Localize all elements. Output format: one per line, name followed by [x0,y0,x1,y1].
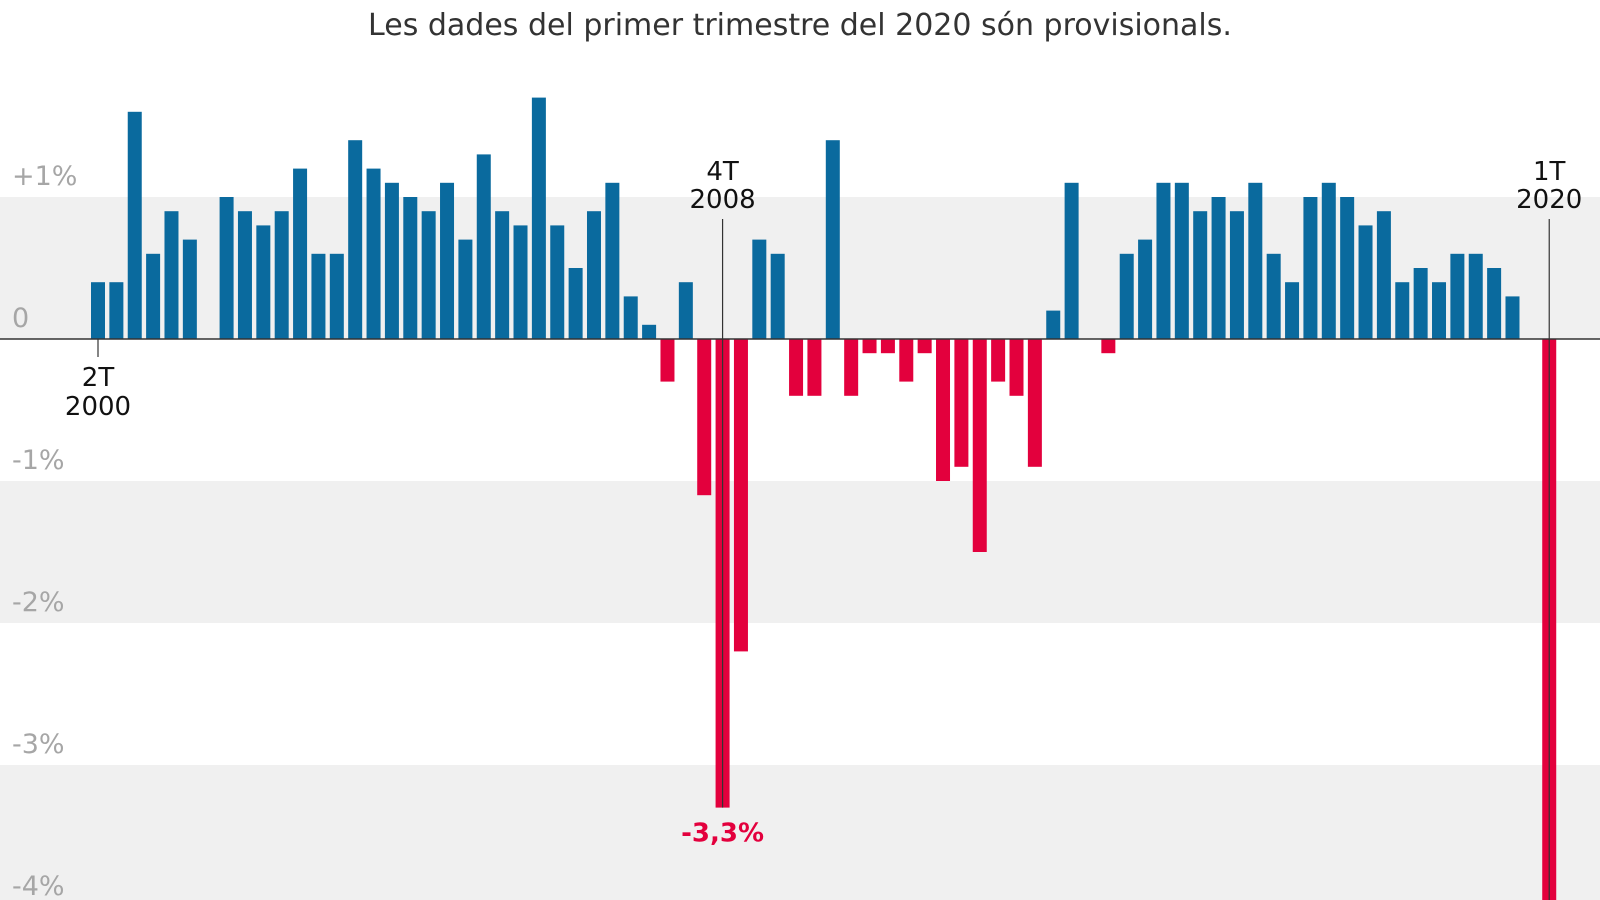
y-tick-label: -2% [12,587,65,618]
bar-3T-2003 [329,253,344,339]
bar-1T-2009 [733,339,748,652]
bar-4T-2007 [642,324,657,339]
bar-1T-2011 [880,339,895,354]
bar-4T-2017 [1376,211,1391,339]
bar-4T-2018 [1450,253,1465,339]
chart-subtitle: Les dades del primer trimestre del 2020 … [368,8,1232,43]
bar-3T-2012 [991,339,1006,382]
bar-2T-2017 [1340,197,1355,339]
bar-4T-2012 [1009,339,1024,396]
y-tick-label: 0 [12,303,29,334]
bar-2T-2008 [678,282,693,339]
bar-2T-2011 [899,339,914,382]
bar-2T-2004 [384,182,399,339]
y-tick-label: +1% [12,161,77,192]
bar-3T-2002 [256,225,271,339]
background-band-1 [0,481,1600,623]
bar-4T-2006 [568,268,583,339]
bar-3T-2014 [1138,239,1153,339]
bar-1T-2001 [146,253,161,339]
bar-3T-2013 [1064,182,1079,339]
bar-3T-2011 [917,339,932,354]
bar-1T-2002 [219,197,234,339]
bar-1T-2007 [586,211,601,339]
bar-1T-2008 [660,339,675,382]
bar-3T-2018 [1432,282,1447,339]
bar-3T-2015 [1211,197,1226,339]
bar-1T-2004 [366,168,381,339]
bar-3T-2000 [109,282,124,339]
bar-1T-2017 [1321,182,1336,339]
bar-1T-2019 [1468,253,1483,339]
bar-4T-2005 [495,211,510,339]
bar-1T-2013 [1027,339,1042,467]
bar-1T-2014 [1101,339,1116,354]
x-label-year: 2000 [65,392,131,422]
bar-2T-2015 [1193,211,1208,339]
bar-4T-2016 [1303,197,1318,339]
bar-3T-2006 [550,225,565,339]
background-band-2 [0,765,1600,900]
bar-2T-2002 [237,211,252,339]
bar-2T-2016 [1266,253,1281,339]
bar-2T-2000 [91,282,105,339]
bar-2T-2013 [1046,310,1061,339]
bar-3T-2008 [697,339,712,496]
bar-2T-2012 [972,339,987,552]
y-tick-label: -3% [12,729,65,760]
bar-3T-2007 [623,296,638,339]
bar-4T-2002 [274,211,289,339]
bar-1T-2016 [1248,182,1263,339]
bar-2T-2003 [311,253,326,339]
bar-1T-2005 [440,182,455,339]
bar-3T-2009 [770,253,785,339]
bar-2T-2007 [605,182,620,339]
bar-3T-2005 [476,154,491,339]
bar-1T-2012 [954,339,969,467]
bar-4T-2015 [1229,211,1244,339]
bar-2T-2001 [164,211,179,339]
bar-3T-2017 [1358,225,1373,339]
bar-2T-2019 [1487,268,1502,339]
x-label-year: 2008 [689,185,755,215]
bar-2T-2010 [825,140,840,339]
bar-4T-2010 [862,339,877,354]
x-label-period: 1T [1533,157,1566,187]
bar-2T-2014 [1119,253,1134,339]
x-label-period: 4T [706,157,739,187]
bar-3T-2019 [1505,296,1520,339]
bar-1T-2010 [807,339,822,396]
bar-4T-2004 [421,211,436,339]
bar-4T-2011 [936,339,951,481]
bar-2T-2009 [752,239,767,339]
bar-2T-2005 [458,239,473,339]
bar-3T-2004 [403,197,418,339]
bar-1T-2003 [293,168,308,339]
bar-1T-2015 [1174,182,1189,339]
x-label-year: 2020 [1516,185,1582,215]
bar-4T-2014 [1156,182,1171,339]
bar-3T-2010 [844,339,859,396]
bar-1T-2018 [1395,282,1410,339]
bar-3T-2001 [182,239,197,339]
bar-4T-2003 [348,140,363,339]
bar-1T-2006 [513,225,528,339]
bar-2T-2006 [531,97,546,339]
y-tick-label: -4% [12,871,65,900]
y-tick-label: -1% [12,445,65,476]
annotation-min-value: -3,3% [681,819,764,849]
bar-2T-2018 [1413,268,1428,339]
bar-4T-2000 [127,111,142,339]
x-label-period: 2T [82,363,115,393]
bar-3T-2016 [1285,282,1300,339]
bar-4T-2009 [789,339,804,396]
